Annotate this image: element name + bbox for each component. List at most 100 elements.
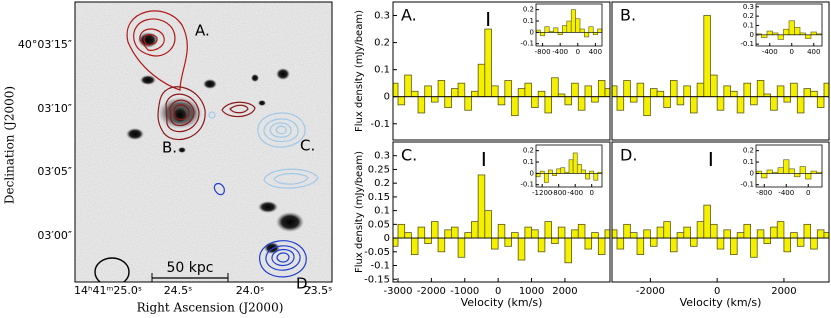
bar [424, 237, 432, 244]
bar [783, 237, 792, 253]
bar [616, 237, 625, 250]
x-tick-label: -2000 [417, 286, 446, 297]
inset-y-tick-label: 0.3 [743, 3, 754, 11]
panel-frame [392, 1, 611, 141]
bar [663, 221, 671, 239]
inset-x-tick-label: -400 [567, 189, 583, 197]
spectrum-panel: B.-0.100.10.20.3-400 0 400 [611, 1, 830, 141]
bar [424, 85, 432, 98]
inset-bar [560, 167, 566, 174]
inset-y-tick-label: 0 [750, 169, 754, 177]
contours-a [126, 10, 188, 91]
bar [577, 96, 586, 111]
map-noise [75, 2, 332, 282]
bar [810, 90, 818, 98]
bar [683, 85, 691, 98]
inset-bar [588, 26, 594, 33]
bar [623, 80, 631, 98]
inset-y-tick-label: 0.1 [743, 21, 754, 29]
bar [557, 93, 566, 98]
y-tick-label: 0 [384, 233, 390, 244]
x-axis-label: Velocity (km/s) [461, 296, 543, 309]
bar [457, 82, 466, 98]
map-y-tick-label: 03′05″ [37, 165, 72, 178]
sky-map [75, 2, 332, 282]
bar [776, 85, 785, 98]
bar [430, 221, 439, 239]
inset-bar [543, 173, 549, 183]
inset-bar [783, 28, 790, 36]
bar [756, 80, 765, 98]
inset-y-tick-label: 0 [750, 31, 754, 39]
inset-y-tick-label: 0.2 [743, 147, 754, 155]
bar [656, 226, 665, 239]
bar [571, 229, 579, 239]
inset-bar [584, 32, 590, 38]
bar [730, 90, 738, 98]
map-y-label: Declination (J2000) [3, 86, 17, 204]
inset-y-tick-label: 0.1 [523, 17, 534, 25]
bar [584, 85, 593, 98]
x-tick-label: 2000 [771, 286, 796, 297]
bar [629, 96, 638, 103]
bar [457, 237, 466, 258]
inset-y-tick-label: 0 [530, 28, 534, 36]
inset-bar [585, 173, 590, 180]
inset-bar [572, 152, 578, 174]
y-tick-label: -0.15 [364, 274, 390, 285]
bar [504, 237, 512, 247]
inset-bar [788, 20, 795, 36]
bar [663, 96, 671, 108]
bar [723, 85, 731, 98]
bar [511, 232, 519, 239]
source-label: A. [195, 22, 210, 40]
bar [477, 63, 486, 98]
bar [803, 223, 812, 239]
inset-bar [570, 9, 576, 33]
inset-bar [589, 170, 595, 174]
bar [643, 229, 651, 239]
beam [94, 257, 130, 282]
inset-y-tick-label: 0.1 [743, 158, 754, 166]
inset-bar [761, 173, 768, 179]
bar [763, 93, 771, 98]
spectrum-panel: -2000 0 2000 Velocity (km/s) D. -0.1 0 0.1 0.2 -8… [611, 141, 830, 309]
bar [783, 96, 792, 103]
source-label: D. [296, 275, 312, 293]
bar [604, 229, 611, 239]
bar [464, 96, 472, 111]
map-x-tick-label: 14ʰ41ᵐ25.0ˢ [74, 284, 142, 297]
bar [796, 237, 805, 247]
inset-y-tick-label: -0.1 [740, 181, 754, 189]
bar [710, 74, 718, 98]
x-tick-label: 2000 [552, 286, 577, 297]
bar [649, 88, 658, 98]
bar [537, 90, 546, 98]
inset-bar [788, 168, 795, 174]
bar [597, 80, 606, 98]
map-y-tick-label: 03′10″ [37, 102, 72, 115]
bar [683, 226, 691, 239]
bar [531, 229, 539, 239]
y-tick-label: 0.15 [368, 192, 390, 203]
y-tick-label: 0.1 [374, 206, 390, 217]
inset-bar [805, 173, 812, 180]
inset-bar [557, 32, 563, 35]
bar [497, 96, 506, 106]
inset-x-tick-label: 400 [589, 48, 602, 56]
bar [716, 237, 725, 250]
panel-frame [611, 1, 830, 141]
map-x-tick-label: 24.5ˢ [164, 284, 193, 297]
bar [763, 237, 771, 244]
bar [696, 82, 705, 98]
inset-x-tick-label: 0 [790, 48, 794, 56]
y-tick-label: 0.2 [374, 178, 390, 189]
inset-x-tick-label: -800 [535, 48, 551, 56]
panel-frame [392, 141, 611, 283]
inset-bar [556, 168, 562, 174]
bar [823, 232, 830, 239]
inset-x-tick-label: -800 [551, 189, 567, 197]
inset-bar [766, 30, 773, 36]
bar [444, 229, 452, 239]
x-tick-label: 0 [495, 286, 501, 297]
